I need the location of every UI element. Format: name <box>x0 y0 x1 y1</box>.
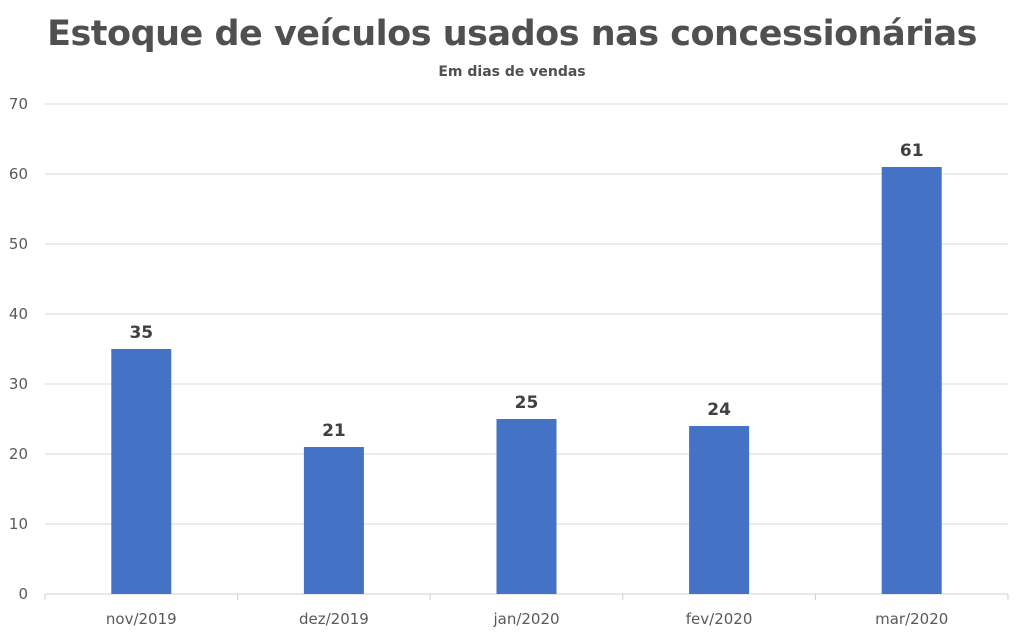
bar <box>881 167 942 594</box>
y-tick-label: 40 <box>9 305 28 323</box>
data-label: 21 <box>322 421 346 441</box>
y-tick-label: 10 <box>9 515 28 533</box>
y-tick-label: 30 <box>9 375 28 393</box>
data-label: 24 <box>707 400 731 420</box>
y-tick-label: 70 <box>9 95 28 113</box>
y-tick-label: 50 <box>9 235 28 253</box>
data-label: 61 <box>900 141 924 161</box>
y-tick-label: 0 <box>18 585 28 603</box>
chart-subtitle: Em dias de vendas <box>438 64 586 80</box>
chart-title: Estoque de veículos usados nas concessio… <box>47 14 977 54</box>
x-tick-label: mar/2020 <box>875 610 948 628</box>
bar <box>111 349 172 594</box>
bar <box>689 426 750 594</box>
y-tick-label: 60 <box>9 165 28 183</box>
y-tick-label: 20 <box>9 445 28 463</box>
data-label: 25 <box>515 393 539 413</box>
x-tick-label: dez/2019 <box>299 610 369 628</box>
x-tick-label: fev/2020 <box>686 610 753 628</box>
data-label: 35 <box>129 323 153 343</box>
bar <box>303 447 364 594</box>
x-tick-label: nov/2019 <box>106 610 177 628</box>
bar <box>496 419 557 594</box>
x-tick-label: jan/2020 <box>492 610 559 628</box>
